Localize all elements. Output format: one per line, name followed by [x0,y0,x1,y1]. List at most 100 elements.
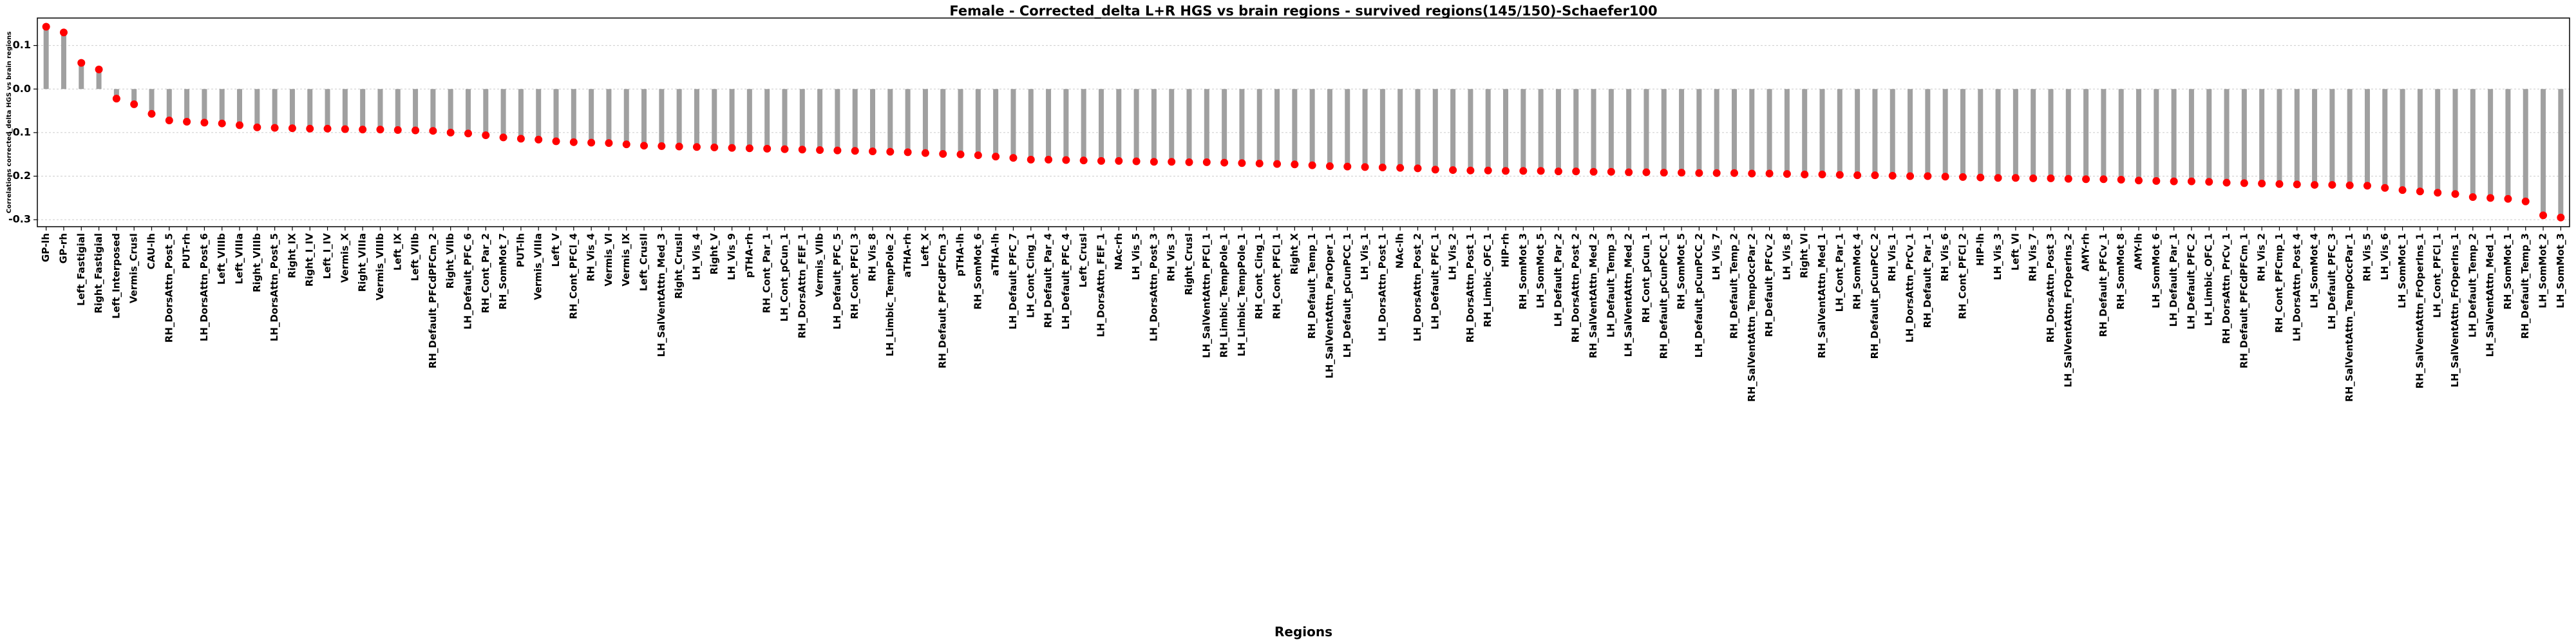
bar [166,89,172,120]
bar [1538,89,1544,171]
bar [325,89,330,129]
dot [2099,175,2108,184]
dot [1361,163,1369,171]
x-tick-label: LH_Default_Par_2 [1552,233,1564,327]
dot [2275,180,2284,188]
x-tick-label: GP-rh [57,233,69,263]
x-tick-label: aTHA-lh [990,233,1001,276]
bar [2470,89,2476,198]
dot [1378,164,1387,172]
bar [2171,89,2177,182]
x-tick-label: RH_Limbic_TempPole_1 [1218,233,1230,358]
bar [518,89,524,139]
bar [1133,89,1139,162]
bar [1450,89,1456,171]
dot [692,143,701,151]
dot [1625,168,1633,176]
x-tick-label: Left_VIIIa [234,233,245,284]
bar [2259,89,2265,184]
bar [2136,89,2142,181]
x-tick-label: LH_Vis_3 [1992,233,2003,280]
bar [729,89,735,148]
x-tick-label: Right_X [1289,233,1300,275]
bar [764,89,770,149]
x-tick-label: RH_SomMot_1 [2502,233,2514,310]
dot [1642,168,1651,176]
x-tick-label: RH_SalVentAttn_Med_1 [1816,233,1828,358]
x-tick-label: RH_Cont_Par_2 [480,233,491,313]
x-tick-label: RH_SomMot_8 [2115,233,2126,310]
bar [1432,89,1438,170]
x-tick-label: Left_CrusII [638,233,650,291]
bar [571,89,576,142]
x-tick-label: Right_VIIIa [357,233,368,292]
bar [746,89,752,149]
bar [1503,89,1509,171]
dot [59,28,68,37]
bar [43,26,49,90]
dot [1853,171,1862,180]
dot [1045,155,1053,164]
dot [1906,172,1915,180]
bar [2031,89,2036,178]
x-tick-label: Left_Interposed [110,233,122,319]
bar [1222,89,1227,163]
dot [904,148,912,156]
bar [448,89,453,133]
x-tick-label: LH_Default_pCunPCC_2 [1693,233,1705,357]
x-tick-label: PUT-rh [181,233,193,269]
x-tick-label: pTHA-rh [743,233,755,278]
dot [2311,181,2319,189]
dot [2135,176,2143,185]
x-tick-label: LH_Default_Temp_3 [1605,233,1616,337]
dot [1958,173,1967,181]
bar [202,89,207,123]
x-tick-label: LH_Default_pCunPCC_1 [1341,233,1353,357]
dot [412,126,420,135]
x-tick-label: RH_SalVentAttn_TempOccPar_2 [1746,233,1757,402]
x-tick-label: LH_SalVentAttn_ParOper_1 [1323,233,1335,379]
x-tick-label: LH_SalVentAttn_PFCl_1 [1200,233,1212,358]
x-tick-label: RH_Cont_PFCmp_1 [2273,233,2285,333]
bar [2541,89,2546,216]
bar [1256,89,1262,164]
x-tick-label: LH_Default_PFC_5 [831,233,843,330]
bar [2505,89,2511,199]
bar [360,89,366,130]
x-tick-label: RH_DorsAttn_Post_2 [1570,233,1582,343]
bar [606,89,612,144]
bar [536,89,542,140]
x-tick-label: Left_V [550,233,562,267]
dot [816,146,824,154]
x-tick-label: RH_SomMot_7 [497,233,509,310]
x-tick-label: LH_SomMot_1 [2396,233,2408,308]
x-tick-label: RH_Vis_2 [2256,233,2268,281]
x-tick-label: RH_Vis_8 [867,233,878,281]
dot [1431,166,1439,174]
x-tick-label: LH_Default_PFC_3 [2326,233,2338,330]
dot [165,116,173,124]
x-tick-label: Vermis_CrusI [128,233,140,303]
x-tick-label: RH_SomMot_4 [1852,233,1863,310]
bar [1169,89,1175,162]
dot [1097,156,1105,165]
dot [253,123,261,131]
bar [1063,89,1069,160]
bar [1714,89,1719,173]
bar [219,89,225,124]
bar [676,89,682,147]
dot [851,147,859,155]
dot [1924,172,1932,180]
x-tick-label: LH_SalVentAttn_Med_2 [1623,233,1634,357]
dot [323,124,332,133]
dot [1871,171,1879,180]
x-tick-label: RH_Default_PFCdPFCm_3 [937,233,949,368]
x-tick-label: RH_SalVentAttn_FrOperIns_1 [2414,233,2425,388]
dot [1660,169,1668,177]
x-tick-label: LH_DorsAttn_Post_6 [198,233,210,341]
dot [535,135,543,144]
bar [1978,89,1984,178]
bar [2347,89,2353,185]
dot [2240,179,2248,187]
